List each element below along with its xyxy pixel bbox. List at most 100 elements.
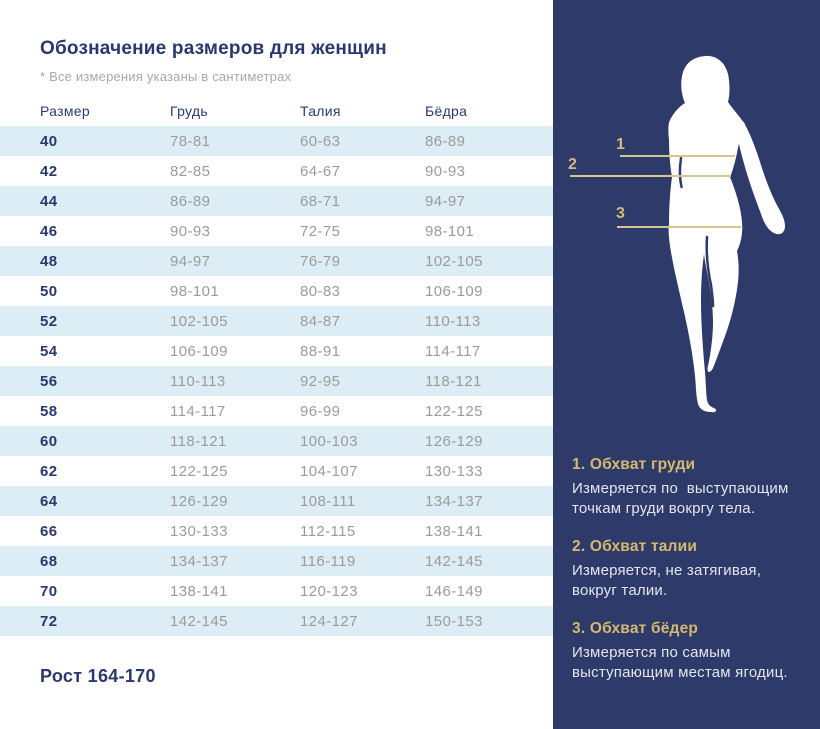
size-cell: 44 (40, 192, 58, 210)
chest-cell: 118-121 (170, 432, 227, 450)
table-row: 68 134-137 116-119 142-145 (0, 546, 553, 576)
hips-cell: 98-101 (425, 222, 475, 240)
chest-cell: 90-93 (170, 222, 211, 240)
table-header-row: Размер Грудь Талия Бёдра (0, 96, 553, 126)
waist-cell: 60-63 (300, 132, 341, 150)
chest-cell: 102-105 (170, 312, 228, 330)
hips-cell: 118-121 (425, 372, 482, 390)
size-cell: 48 (40, 252, 58, 270)
waist-cell: 116-119 (300, 552, 356, 570)
table-row: 66 130-133 112-115 138-141 (0, 516, 553, 546)
chest-cell: 82-85 (170, 162, 211, 180)
marker-2-label: 2 (568, 156, 577, 173)
waist-cell: 80-83 (300, 282, 341, 300)
table-row: 58 114-117 96-99 122-125 (0, 396, 553, 426)
figure-panel: 1 2 3 1. Обхват груди Измеряется по выст… (553, 0, 820, 729)
waist-cell: 68-71 (300, 192, 341, 210)
chest-cell: 78-81 (170, 132, 211, 150)
chest-cell: 110-113 (170, 372, 226, 390)
size-cell: 62 (40, 462, 58, 480)
legend-text: Измеряется, не затягивая, вокруг талии. (572, 562, 762, 599)
table-row: 70 138-141 120-123 146-149 (0, 576, 553, 606)
hips-cell: 138-141 (425, 522, 483, 540)
waist-cell: 120-123 (300, 582, 358, 600)
legend-section-chest: 1. Обхват груди Измеряется по выступающи… (572, 455, 804, 519)
size-cell: 58 (40, 402, 58, 420)
chest-cell: 134-137 (170, 552, 228, 570)
waist-cell: 72-75 (300, 222, 341, 240)
column-header-hips: Бёдра (425, 103, 468, 119)
hips-cell: 110-113 (425, 312, 481, 330)
woman-silhouette (668, 55, 785, 413)
legend-heading: 2. Обхват талии (572, 538, 698, 555)
chest-cell: 126-129 (170, 492, 228, 510)
column-header-chest: Грудь (170, 103, 208, 119)
size-cell: 46 (40, 222, 58, 240)
hips-cell: 102-105 (425, 252, 483, 270)
waist-cell: 64-67 (300, 162, 341, 180)
size-table-rows: 40 78-81 60-63 86-89 42 82-85 64-67 90-93 44 86-8… (0, 126, 553, 636)
waist-cell: 104-107 (300, 462, 358, 480)
page-title: Обозначение размеров для женщин (40, 38, 387, 59)
chest-cell: 94-97 (170, 252, 211, 270)
legend-heading: 1. Обхват груди (572, 456, 696, 473)
marker-3-label: 3 (616, 205, 625, 222)
measurements-note: * Все измерения указаны в сантиметрах (40, 69, 292, 84)
chest-cell: 122-125 (170, 462, 228, 480)
chest-cell: 130-133 (170, 522, 228, 540)
table-row: 62 122-125 104-107 130-133 (0, 456, 553, 486)
hips-cell: 146-149 (425, 582, 483, 600)
hips-cell: 94-97 (425, 192, 466, 210)
marker-1-label: 1 (616, 136, 625, 153)
hips-cell: 126-129 (425, 432, 483, 450)
table-row: 56 110-113 92-95 118-121 (0, 366, 553, 396)
table-row: 48 94-97 76-79 102-105 (0, 246, 553, 276)
size-cell: 54 (40, 342, 58, 360)
measurement-legend: 1. Обхват груди Измеряется по выступающи… (572, 455, 804, 701)
waist-measure-line (570, 175, 731, 177)
legend-section-waist: 2. Обхват талии Измеряется, не затягивая… (572, 537, 804, 601)
chest-cell: 114-117 (170, 402, 226, 420)
size-cell: 68 (40, 552, 58, 570)
hips-cell: 90-93 (425, 162, 466, 180)
legend-text: Измеряется по выступающим точкам груди в… (572, 480, 789, 517)
chest-measure-line (620, 155, 735, 157)
chest-cell: 138-141 (170, 582, 228, 600)
waist-cell: 112-115 (300, 522, 356, 540)
hips-cell: 86-89 (425, 132, 466, 150)
table-row: 46 90-93 72-75 98-101 (0, 216, 553, 246)
waist-cell: 88-91 (300, 342, 341, 360)
chest-cell: 86-89 (170, 192, 211, 210)
size-table: Размер Грудь Талия Бёдра 40 78-81 60-63 86-… (0, 96, 553, 636)
table-row: 64 126-129 108-111 134-137 (0, 486, 553, 516)
size-cell: 40 (40, 132, 58, 150)
table-row: 72 142-145 124-127 150-153 (0, 606, 553, 636)
hips-cell: 122-125 (425, 402, 483, 420)
chest-cell: 106-109 (170, 342, 228, 360)
size-cell: 66 (40, 522, 58, 540)
waist-cell: 124-127 (300, 612, 358, 630)
column-header-size: Размер (40, 103, 90, 119)
waist-cell: 76-79 (300, 252, 341, 270)
hips-cell: 114-117 (425, 342, 481, 360)
hips-cell: 134-137 (425, 492, 483, 510)
legend-text: Измеряется по самым выступающим местам я… (572, 644, 788, 681)
size-cell: 60 (40, 432, 58, 450)
table-row: 60 118-121 100-103 126-129 (0, 426, 553, 456)
size-cell: 64 (40, 492, 58, 510)
height-note: Рост 164-170 (40, 666, 156, 686)
waist-cell: 84-87 (300, 312, 341, 330)
hips-measure-line (617, 226, 741, 228)
table-row: 42 82-85 64-67 90-93 (0, 156, 553, 186)
legend-heading: 3. Обхват бёдер (572, 620, 699, 637)
size-cell: 52 (40, 312, 58, 330)
size-cell: 56 (40, 372, 58, 390)
hips-cell: 142-145 (425, 552, 483, 570)
waist-cell: 92-95 (300, 372, 341, 390)
hips-cell: 150-153 (425, 612, 483, 630)
hips-cell: 130-133 (425, 462, 483, 480)
table-row: 52 102-105 84-87 110-113 (0, 306, 553, 336)
table-row: 40 78-81 60-63 86-89 (0, 126, 553, 156)
size-cell: 70 (40, 582, 58, 600)
table-row: 44 86-89 68-71 94-97 (0, 186, 553, 216)
